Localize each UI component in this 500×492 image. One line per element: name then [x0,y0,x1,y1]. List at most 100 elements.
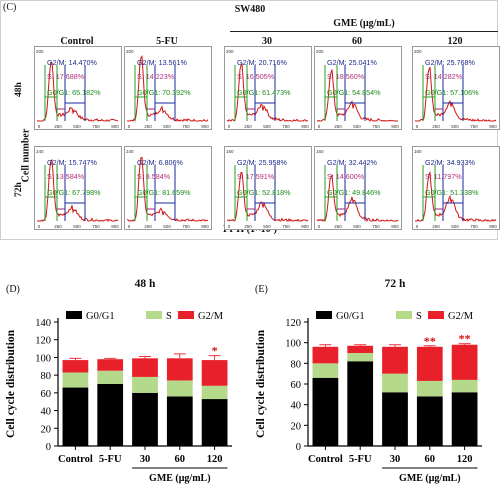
y-max-label: 200 [414,49,422,54]
x-tick-label: 5-FU [99,454,122,465]
histogram-plot: 0 250 500 750 900 160 G2/M: 32.442% S: 14.600% G… [314,146,402,230]
x-tick-label: 900 [391,224,399,229]
histogram-trace [126,156,209,222]
bar-segment-g0g1 [132,392,158,446]
bar-segment-g2m [62,360,89,373]
bar-segment-g2m [451,344,478,380]
x-tick-label: 250 [144,124,152,129]
gme-group-label: GME (μg/mL) [333,18,395,29]
panel-e-label: (E) [255,284,268,295]
pct-s: S: 11.797% [425,172,462,181]
x-tick-label: 30 [140,454,151,465]
pct-g0g1: G0/G1: 70.392% [137,88,191,97]
pct-g2m: G2/M: 25.958% [237,158,287,167]
x-tick-label: 900 [301,124,309,129]
x-tick-label: 900 [391,124,399,129]
pct-s: S: 18.560% [327,72,365,81]
x-tick-label: 500 [353,224,361,229]
legend-label: G0/G1 [86,311,115,322]
bar-segment-s [201,385,228,400]
x-tick-label: 250 [432,124,440,129]
panel-d-title: 48 h [134,278,156,290]
y-tick-label: 120 [285,318,301,329]
histogram-plot: 0 250 500 750 900 160 G2/M: 34.933% S: 11.797% G… [412,146,500,230]
pct-g0g1: G0/G1: 57.106% [425,88,479,97]
pct-g0g1: G0/G1: 49.846% [327,188,381,197]
pct-g2m: G2/M: 25.041% [327,58,377,67]
histogram-plot: 0 250 500 750 900 240 G2/M: 6.806% S: 8.584% G0/… [124,146,212,230]
x-tick-label: 750 [372,224,380,229]
legend-swatch-1 [146,311,162,319]
histogram-trace [226,171,309,222]
y-max-label: 160 [226,149,234,154]
bar-segment-g2m [166,358,193,381]
x-tick-label: 0 [128,124,131,129]
y-tick-label: 100 [285,339,301,350]
legend-label: S [166,311,172,322]
y-tick-label: 0 [296,442,301,453]
pct-g0g1: G0/G1: 61.473% [237,88,291,97]
x-tick-label: 900 [301,224,309,229]
pct-g2m: G2/M: 14.470% [47,58,97,67]
pct-g2m: G2/M: 32.442% [327,158,377,167]
histogram-plot: 0 250 500 750 900 200 G2/M: 20.716% S: 16.505% G… [224,46,312,130]
legend-swatch-0 [66,311,82,319]
bar-segment-g2m [132,358,158,377]
pct-g2m: G2/M: 20.716% [237,58,287,67]
bar-segment-s [347,353,374,362]
legend-swatch-2 [178,311,194,319]
bar-segment-s [382,373,408,393]
histogram-svg: 0 250 500 750 900 200 [414,49,497,129]
pct-s: S: 14.600% [327,172,365,181]
pct-g0g1: G0/G1: 54.854% [327,88,381,97]
bar-segment-g2m [201,360,228,386]
y-max-label: 200 [36,49,44,54]
bar-segment-g2m [382,346,408,374]
x-tick-label: 0 [38,224,41,229]
x-tick-label: 0 [318,224,321,229]
x-tick-label: 500 [263,124,271,129]
pct-g0g1: G0/G1: 51.338% [425,188,479,197]
histogram-trace [415,171,497,223]
pct-g2m: G2/M: 13.561% [137,58,187,67]
histogram-svg: 0 250 500 750 900 200 [226,49,309,129]
bar-segment-s [166,380,193,397]
x-tick-label: 900 [489,124,497,129]
bar-segment-g0g1 [451,392,478,446]
bar-segment-g2m [347,345,374,353]
pct-g2m: G2/M: 25.768% [425,58,475,67]
y-tick-label: 60 [41,389,52,400]
histogram-trace [36,61,119,122]
x-tick-label: 500 [73,124,81,129]
column-header: 30 [262,36,272,47]
y-max-label: 160 [316,149,324,154]
x-tick-label: 0 [228,124,231,129]
y-tick-label: 80 [41,371,52,382]
pct-s: S: 8.584% [137,172,171,181]
histogram-trace [226,62,309,122]
legend-swatch-0 [316,311,332,319]
legend-swatch-2 [428,311,444,319]
y-tick-label: 20 [41,424,52,435]
y-max-label: 240 [36,149,44,154]
row-label: 48h [14,82,24,97]
x-tick-label: 0 [318,124,321,129]
y-tick-label: 0 [46,442,51,453]
y-tick-label: 40 [41,407,52,418]
bar-segment-s [451,379,478,393]
bar-segment-g2m [97,359,124,371]
y-max-label: 160 [414,149,422,154]
histogram-trace [316,173,399,223]
x-tick-label: 750 [92,124,100,129]
histogram-svg: 0 250 500 750 900 240 [126,149,209,229]
x-tick-label: 250 [334,224,342,229]
pct-s: S: 14.282% [425,72,463,81]
x-group-label: GME (μg/mL) [149,473,211,484]
y-tick-label: 140 [35,318,51,329]
cell-line-title: SW480 [234,4,266,15]
y-tick-label: 100 [35,353,51,364]
bar-segment-g0g1 [97,384,124,446]
significance-marker: * [212,344,218,358]
bar-segment-s [62,372,89,388]
x-tick-label: 250 [144,224,152,229]
